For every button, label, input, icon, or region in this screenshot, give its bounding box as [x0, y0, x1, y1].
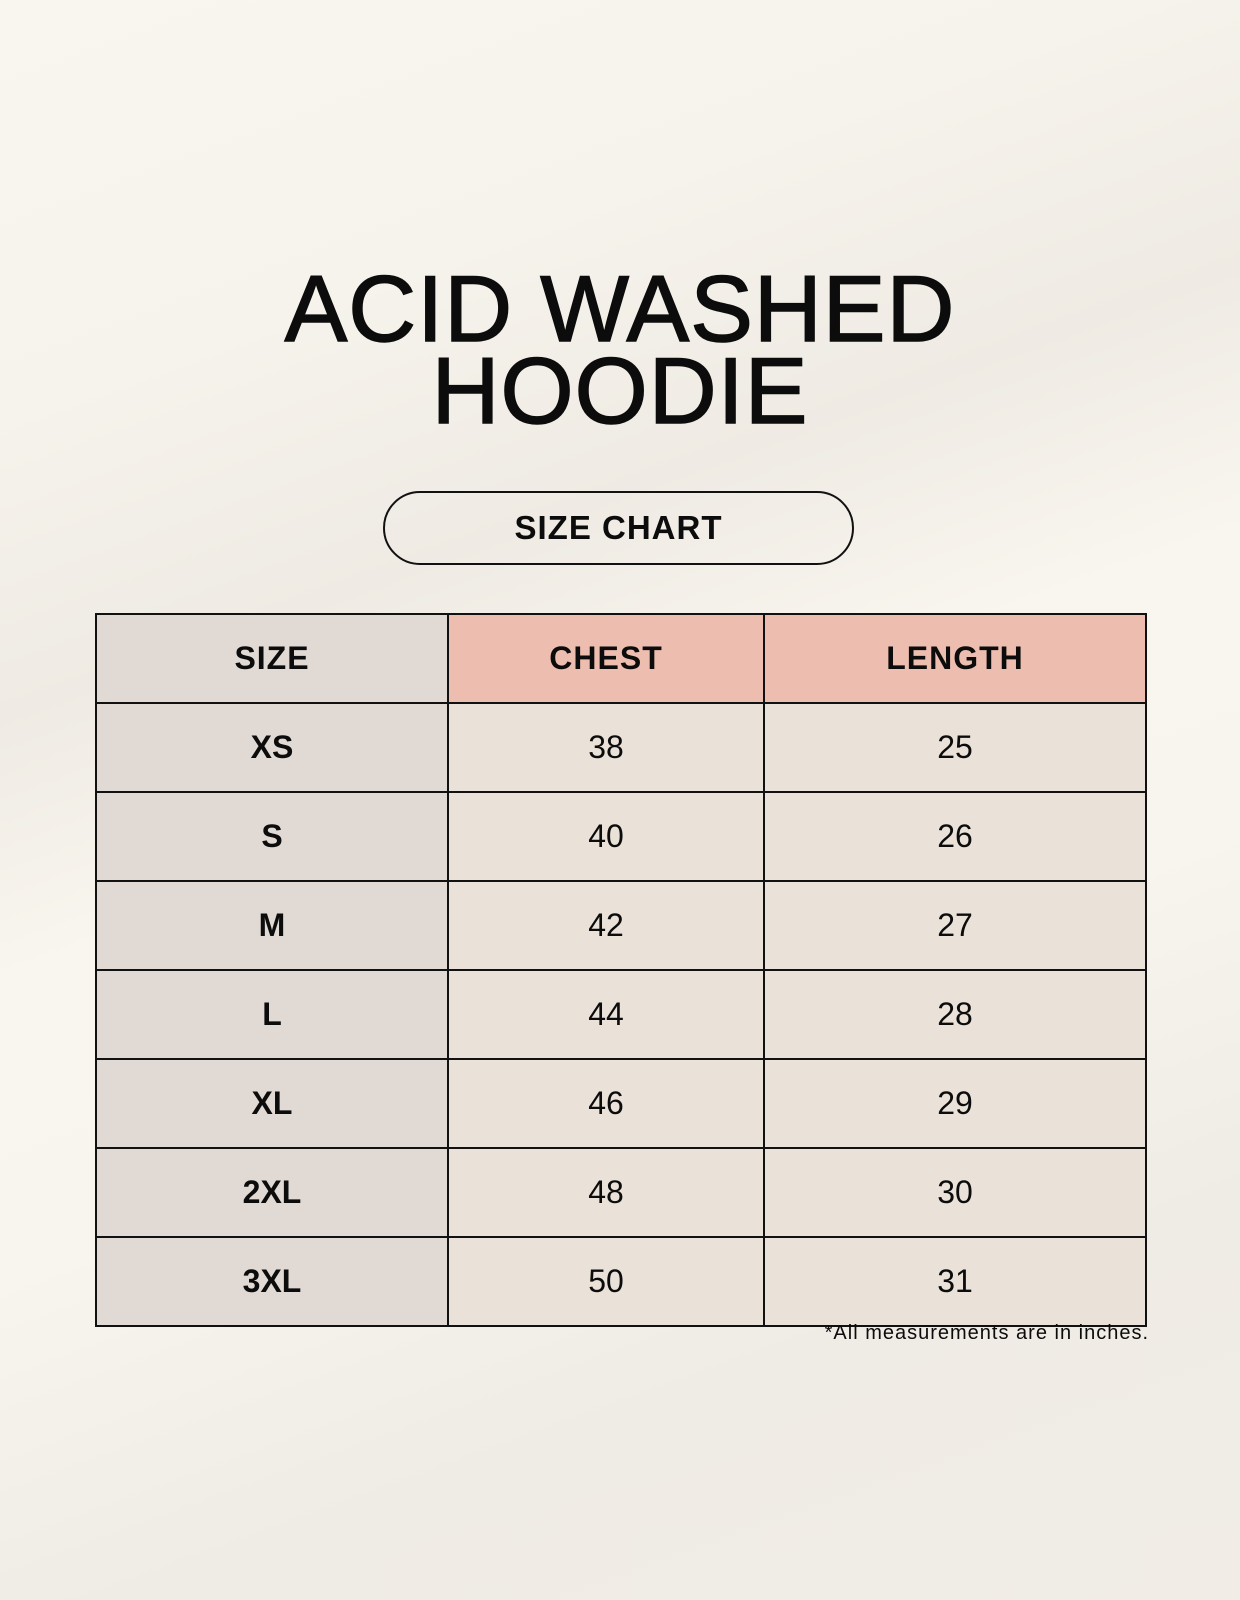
cell-size: 2XL: [95, 1147, 449, 1238]
table-row: 3XL 50 31: [95, 1236, 1147, 1327]
size-chart-label: SIZE CHART: [383, 491, 854, 565]
table-header-row: SIZE CHEST LENGTH: [95, 613, 1147, 704]
cell-chest: 40: [446, 791, 766, 882]
cell-length: 31: [763, 1236, 1147, 1327]
header-length: LENGTH: [763, 613, 1147, 704]
cell-chest: 48: [446, 1147, 766, 1238]
cell-size: M: [95, 880, 449, 971]
cell-chest: 44: [446, 969, 766, 1060]
cell-size: 3XL: [95, 1236, 449, 1327]
cell-length: 25: [763, 702, 1147, 793]
cell-size: S: [95, 791, 449, 882]
cell-size: XL: [95, 1058, 449, 1149]
table-row: XS 38 25: [95, 702, 1147, 793]
table-row: 2XL 48 30: [95, 1147, 1147, 1238]
header-size: SIZE: [95, 613, 449, 704]
footnote: *All measurements are in inches.: [824, 1322, 1149, 1344]
cell-length: 28: [763, 969, 1147, 1060]
cell-size: L: [95, 969, 449, 1060]
table-row: L 44 28: [95, 969, 1147, 1060]
table-row: XL 46 29: [95, 1058, 1147, 1149]
cell-chest: 38: [446, 702, 766, 793]
header-chest: CHEST: [446, 613, 766, 704]
title-line-1: ACID WASHED: [284, 256, 956, 361]
table-row: S 40 26: [95, 791, 1147, 882]
cell-length: 27: [763, 880, 1147, 971]
cell-length: 30: [763, 1147, 1147, 1238]
cell-chest: 46: [446, 1058, 766, 1149]
table-row: M 42 27: [95, 880, 1147, 971]
cell-length: 29: [763, 1058, 1147, 1149]
page-title: ACID WASHED HOODIE: [0, 256, 1240, 443]
cell-chest: 50: [446, 1236, 766, 1327]
cell-size: XS: [95, 702, 449, 793]
title-line-2: HOODIE: [431, 338, 809, 443]
size-table: SIZE CHEST LENGTH XS 38 25 S 40 26 M 42 27 L 44 28 X…: [95, 613, 1147, 1327]
cell-chest: 42: [446, 880, 766, 971]
cell-length: 26: [763, 791, 1147, 882]
